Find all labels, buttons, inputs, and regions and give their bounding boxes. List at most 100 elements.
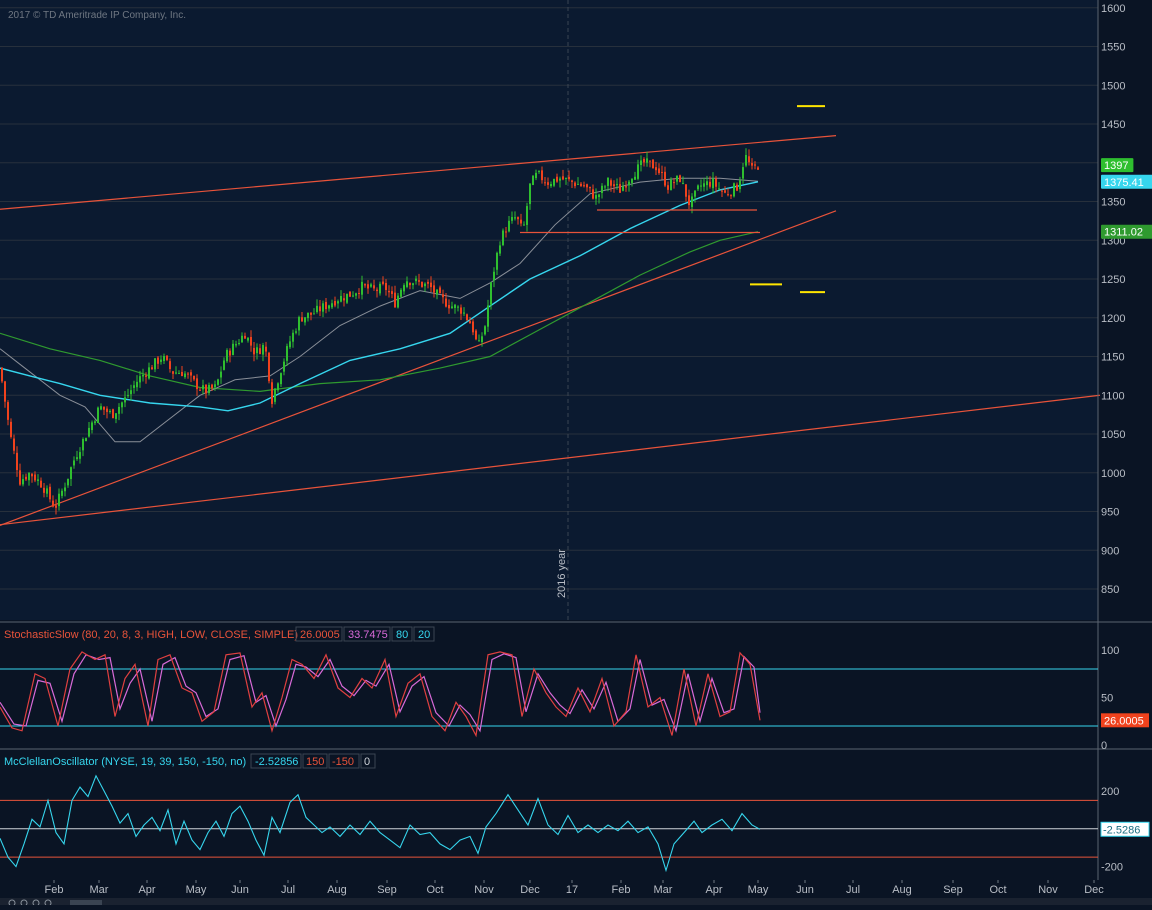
stoch-tick-label: 100 xyxy=(1101,645,1119,657)
candle-body xyxy=(157,357,159,364)
candle-body xyxy=(397,295,399,308)
candle-body xyxy=(13,438,15,451)
candle-body xyxy=(64,487,66,492)
candle-body xyxy=(439,287,441,294)
candle-body xyxy=(4,381,6,402)
candle-body xyxy=(436,289,438,295)
time-tick-label: Aug xyxy=(892,884,912,896)
candle-body xyxy=(697,185,699,190)
time-tick-label: Sep xyxy=(943,884,963,896)
target-levels xyxy=(750,105,825,294)
time-tick-label: 17 xyxy=(566,884,578,896)
candle-body xyxy=(169,361,171,370)
mcc-lower-box xyxy=(328,753,360,769)
mcc-badge xyxy=(1100,821,1150,837)
candle-body xyxy=(742,167,744,179)
candle-body xyxy=(136,381,138,388)
ma-mid-line xyxy=(0,181,759,412)
candle-body xyxy=(88,427,90,437)
candle-body xyxy=(40,480,42,488)
price-badge-label: 1397 xyxy=(1104,160,1128,172)
candle-body xyxy=(625,186,627,188)
candle-body xyxy=(382,281,384,284)
candle-body xyxy=(97,407,99,423)
candle-body xyxy=(337,301,339,304)
candle-body xyxy=(184,373,186,378)
candle-body xyxy=(613,184,615,187)
candle-body xyxy=(349,291,351,297)
candle-body xyxy=(550,184,552,187)
candle-body xyxy=(373,285,375,289)
price-badge-label: 1311.02 xyxy=(1104,227,1143,239)
candle-body xyxy=(355,293,357,296)
channel-line xyxy=(0,394,1101,526)
candle-body xyxy=(529,183,531,205)
candle-body xyxy=(466,314,468,320)
channel-lines xyxy=(0,135,1101,527)
mcc-value: -2.52856 xyxy=(255,756,298,768)
candle-body xyxy=(304,317,306,323)
mcc-study-name[interactable]: McClellanOscillator (NYSE, 19, 39, 150, … xyxy=(4,756,246,768)
candle-body xyxy=(208,384,210,393)
candle-body xyxy=(427,281,429,284)
stoch-k-line xyxy=(0,651,761,738)
candle-body xyxy=(706,181,708,186)
candle-body xyxy=(238,343,240,345)
candle-body xyxy=(73,460,75,466)
stoch-header[interactable]: StochasticSlow (80, 20, 8, 3, HIGH, LOW,… xyxy=(0,626,435,642)
candle-body xyxy=(10,421,12,437)
price-axis[interactable]: 1600155015001450140013501300125012001150… xyxy=(1101,3,1125,596)
candle-body xyxy=(394,292,396,308)
candle-body xyxy=(352,295,354,297)
candle-body xyxy=(673,182,675,184)
stoch-d-box xyxy=(343,626,391,642)
candle-body xyxy=(268,352,270,382)
time-tick-label: Mar xyxy=(654,884,673,896)
candle-body xyxy=(76,457,78,460)
candle-body xyxy=(37,479,39,481)
candle-body xyxy=(694,190,696,197)
candle-body xyxy=(724,190,726,193)
candle-body xyxy=(496,252,498,270)
scroller-track[interactable] xyxy=(0,898,1152,905)
stoch-d-line xyxy=(0,653,761,733)
candle-body xyxy=(190,372,192,376)
candle-body xyxy=(25,476,27,480)
candle-body xyxy=(217,379,219,385)
candle-body xyxy=(124,397,126,403)
stoch-axis[interactable]: 100 50 0 26.0005 xyxy=(1101,645,1149,752)
stoch-study-name[interactable]: StochasticSlow (80, 20, 8, 3, HIGH, LOW,… xyxy=(4,629,298,641)
time-tick-label: Aug xyxy=(327,884,347,896)
candle-body xyxy=(517,217,519,220)
candle-body xyxy=(454,304,456,309)
candle-body xyxy=(538,170,540,172)
mcc-axis[interactable]: 200 -200 -2.5286 xyxy=(1100,786,1150,874)
candle-body xyxy=(142,374,144,377)
time-tick-label: Oct xyxy=(426,884,443,896)
candle-body xyxy=(559,178,561,181)
candle-body xyxy=(121,402,123,408)
candle-body xyxy=(502,230,504,246)
candle-body xyxy=(610,180,612,186)
candle-body xyxy=(199,389,201,391)
candle-body xyxy=(619,184,621,193)
candle-body xyxy=(205,384,207,394)
candle-body xyxy=(490,282,492,305)
candle-body xyxy=(67,478,69,486)
candle-body xyxy=(259,348,261,354)
stoch-under-value: 20 xyxy=(418,629,430,641)
candle-body xyxy=(649,160,651,162)
mcc-header[interactable]: McClellanOscillator (NYSE, 19, 39, 150, … xyxy=(4,753,376,769)
candle-body xyxy=(34,474,36,481)
time-axis[interactable]: Feb Mar Apr May Jun Jul Aug Sep Oct Nov Dec 17 Feb Ma… xyxy=(45,880,1105,896)
candle-body xyxy=(514,217,516,219)
scroller-thumb[interactable] xyxy=(70,900,102,905)
mcc-panel-bg xyxy=(0,752,1098,880)
time-tick-label: Sep xyxy=(377,884,397,896)
stoch-tick-label: 50 xyxy=(1101,693,1113,705)
stoch-tick-label: 0 xyxy=(1101,740,1107,752)
price-tick-label: 1000 xyxy=(1101,468,1125,480)
chart-scroller[interactable] xyxy=(0,898,1152,907)
stoch-k-box xyxy=(295,626,343,642)
candle-body xyxy=(388,290,390,293)
